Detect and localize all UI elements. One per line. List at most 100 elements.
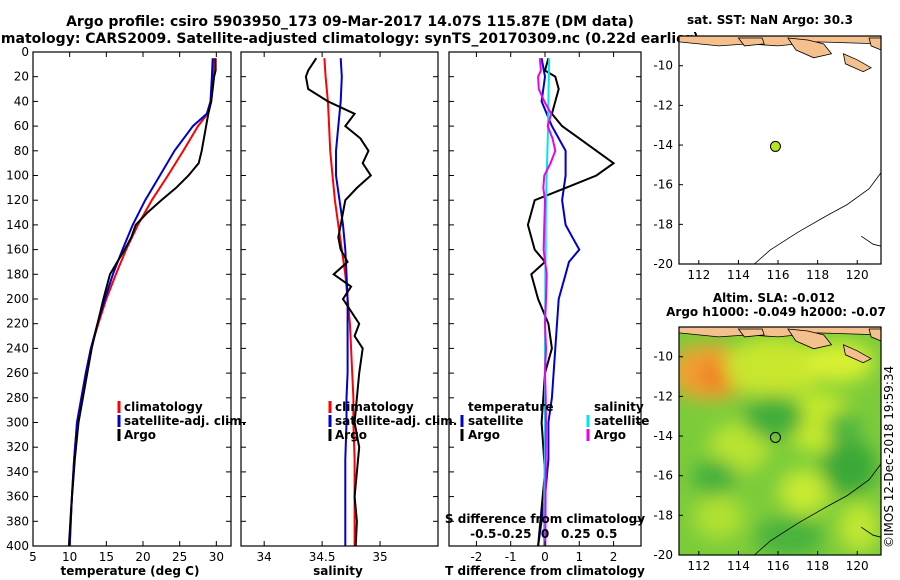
heat-blob <box>709 422 769 472</box>
secondary-x-tick-label: -0.5 <box>470 527 496 541</box>
land-polygon <box>679 327 881 338</box>
y-tick-label: -20 <box>653 548 673 562</box>
land-polygon <box>868 328 881 342</box>
y-tick-label: 140 <box>6 218 29 232</box>
difference-legend: temperature salinity satellite Argo sate… <box>460 400 649 442</box>
series-line-s-argo <box>537 58 557 546</box>
map-frame <box>678 35 882 265</box>
y-tick-label: 300 <box>6 416 29 430</box>
y-tick-label: -16 <box>653 469 673 483</box>
salinity-legend: climatology satellite-adj. clim. Argo <box>328 400 457 442</box>
legend-label-s-satellite: satellite <box>594 414 649 428</box>
y-tick-label: 20 <box>14 70 29 84</box>
x-tick-label: 2 <box>610 550 618 564</box>
x-tick-label: 118 <box>806 268 829 282</box>
figure-title-line2: Climatology: CARS2009. Satellite-adjuste… <box>0 31 699 47</box>
secondary-x-tick-label: 0 <box>541 527 549 541</box>
sla-map-panel: 112 114 116 118 120 -10 -12 -14 -16 -18 -20 <box>653 326 882 573</box>
y-tick-label: -12 <box>653 389 673 403</box>
legend-label-satellite: satellite-adj. clim. <box>335 414 457 428</box>
y-tick-label: -10 <box>653 59 673 73</box>
y-tick-label: 260 <box>6 366 29 380</box>
land-polygon <box>868 37 881 51</box>
sst-map-panel: 112 114 116 118 120 -10 -12 -14 -16 -18 -20 <box>653 35 882 282</box>
y-tick-label: 340 <box>6 465 29 479</box>
land-polygon <box>787 328 833 350</box>
temperature-xlabel: temperature (deg C) <box>61 564 200 578</box>
heat-blob <box>826 411 862 443</box>
y-tick-label: -16 <box>653 178 673 192</box>
depth-contour <box>754 463 881 555</box>
heat-blob <box>821 439 877 495</box>
map-frame <box>678 326 882 556</box>
legend-label-climatology: climatology <box>335 400 414 414</box>
land-polygon <box>737 328 765 338</box>
y-tick-label: 0 <box>21 45 29 59</box>
y-tick-label: 320 <box>6 440 29 454</box>
x-tick-label: -1 <box>505 550 517 564</box>
heat-blob <box>692 459 736 495</box>
heat-blob <box>744 395 804 439</box>
x-tick-label: 30 <box>209 550 224 564</box>
x-tick-label: 10 <box>62 550 77 564</box>
depth-contour <box>860 235 881 247</box>
y-tick-label: 400 <box>6 539 29 553</box>
map-content <box>679 36 881 264</box>
depth-contour <box>754 172 881 264</box>
legend-label-s-argo: Argo <box>594 428 626 442</box>
x-tick-label: 120 <box>846 559 869 573</box>
sst-map-title: sat. SST: NaN Argo: 30.3 <box>687 13 853 27</box>
legend-label-satellite: satellite-adj. clim. <box>124 414 246 428</box>
x-tick-label: 120 <box>846 268 869 282</box>
legend-label-climatology: climatology <box>124 400 203 414</box>
x-tick-label: 114 <box>727 559 750 573</box>
plot-background <box>241 52 438 546</box>
x-tick-label: 5 <box>29 550 37 564</box>
x-tick-label: 112 <box>687 559 710 573</box>
map-background <box>679 36 881 264</box>
legend-label-t-argo: Argo <box>468 428 500 442</box>
difference-panel: -2 -1 0 1 2 -0.5 -0.25 0 0.25 0.5 <box>448 51 642 564</box>
y-tick-label: 60 <box>14 119 29 133</box>
x-tick-label: 116 <box>767 268 790 282</box>
y-tick-label: 220 <box>6 317 29 331</box>
y-tick-label: 240 <box>6 341 29 355</box>
legend-label-t-satellite: satellite <box>468 414 523 428</box>
sla-map-title-line1: Altim. SLA: -0.012 <box>713 291 835 305</box>
series-line-t-argo <box>526 57 616 546</box>
x-tick-label: 25 <box>172 550 187 564</box>
argo-position-marker <box>769 431 781 443</box>
series-line-argo <box>304 57 373 546</box>
y-tick-label: -12 <box>653 98 673 112</box>
x-tick-label: 112 <box>687 268 710 282</box>
y-tick-label: -18 <box>653 217 673 231</box>
x-tick-label: 0 <box>541 550 549 564</box>
series-line-t-satellite <box>537 58 581 546</box>
x-tick-label: -2 <box>470 550 482 564</box>
legend-label-argo: Argo <box>124 428 156 442</box>
land-polygon <box>787 37 833 59</box>
legend-label-argo: Argo <box>335 428 367 442</box>
y-tick-label: 100 <box>6 169 29 183</box>
series-line-satellite <box>335 58 349 546</box>
depth-contour <box>860 526 881 538</box>
y-tick-label: 180 <box>6 267 29 281</box>
heat-blob <box>724 337 824 397</box>
temperature-panel: 5 10 15 20 25 3002040608010012014016018020022… <box>6 45 232 564</box>
land-polygon <box>842 53 872 73</box>
heat-blob <box>839 502 879 552</box>
salinity-panel: 34 34.5 35 <box>240 51 439 564</box>
plot-background <box>33 52 231 546</box>
y-tick-label: -18 <box>653 508 673 522</box>
figure-title-line1: Argo profile: csiro 5903950_173 09-Mar-2… <box>66 14 634 30</box>
salinity-xlabel: salinity <box>313 564 363 578</box>
x-tick-label: 20 <box>135 550 150 564</box>
temperature-legend: climatology satellite-adj. clim. Argo <box>117 400 246 442</box>
y-tick-label: 80 <box>14 144 29 158</box>
y-tick-label: 120 <box>6 193 29 207</box>
series-line-argo <box>67 58 217 546</box>
legend-header-temperature: temperature <box>468 400 553 414</box>
heat-blob <box>779 470 829 514</box>
x-tick-label: 35 <box>372 550 387 564</box>
